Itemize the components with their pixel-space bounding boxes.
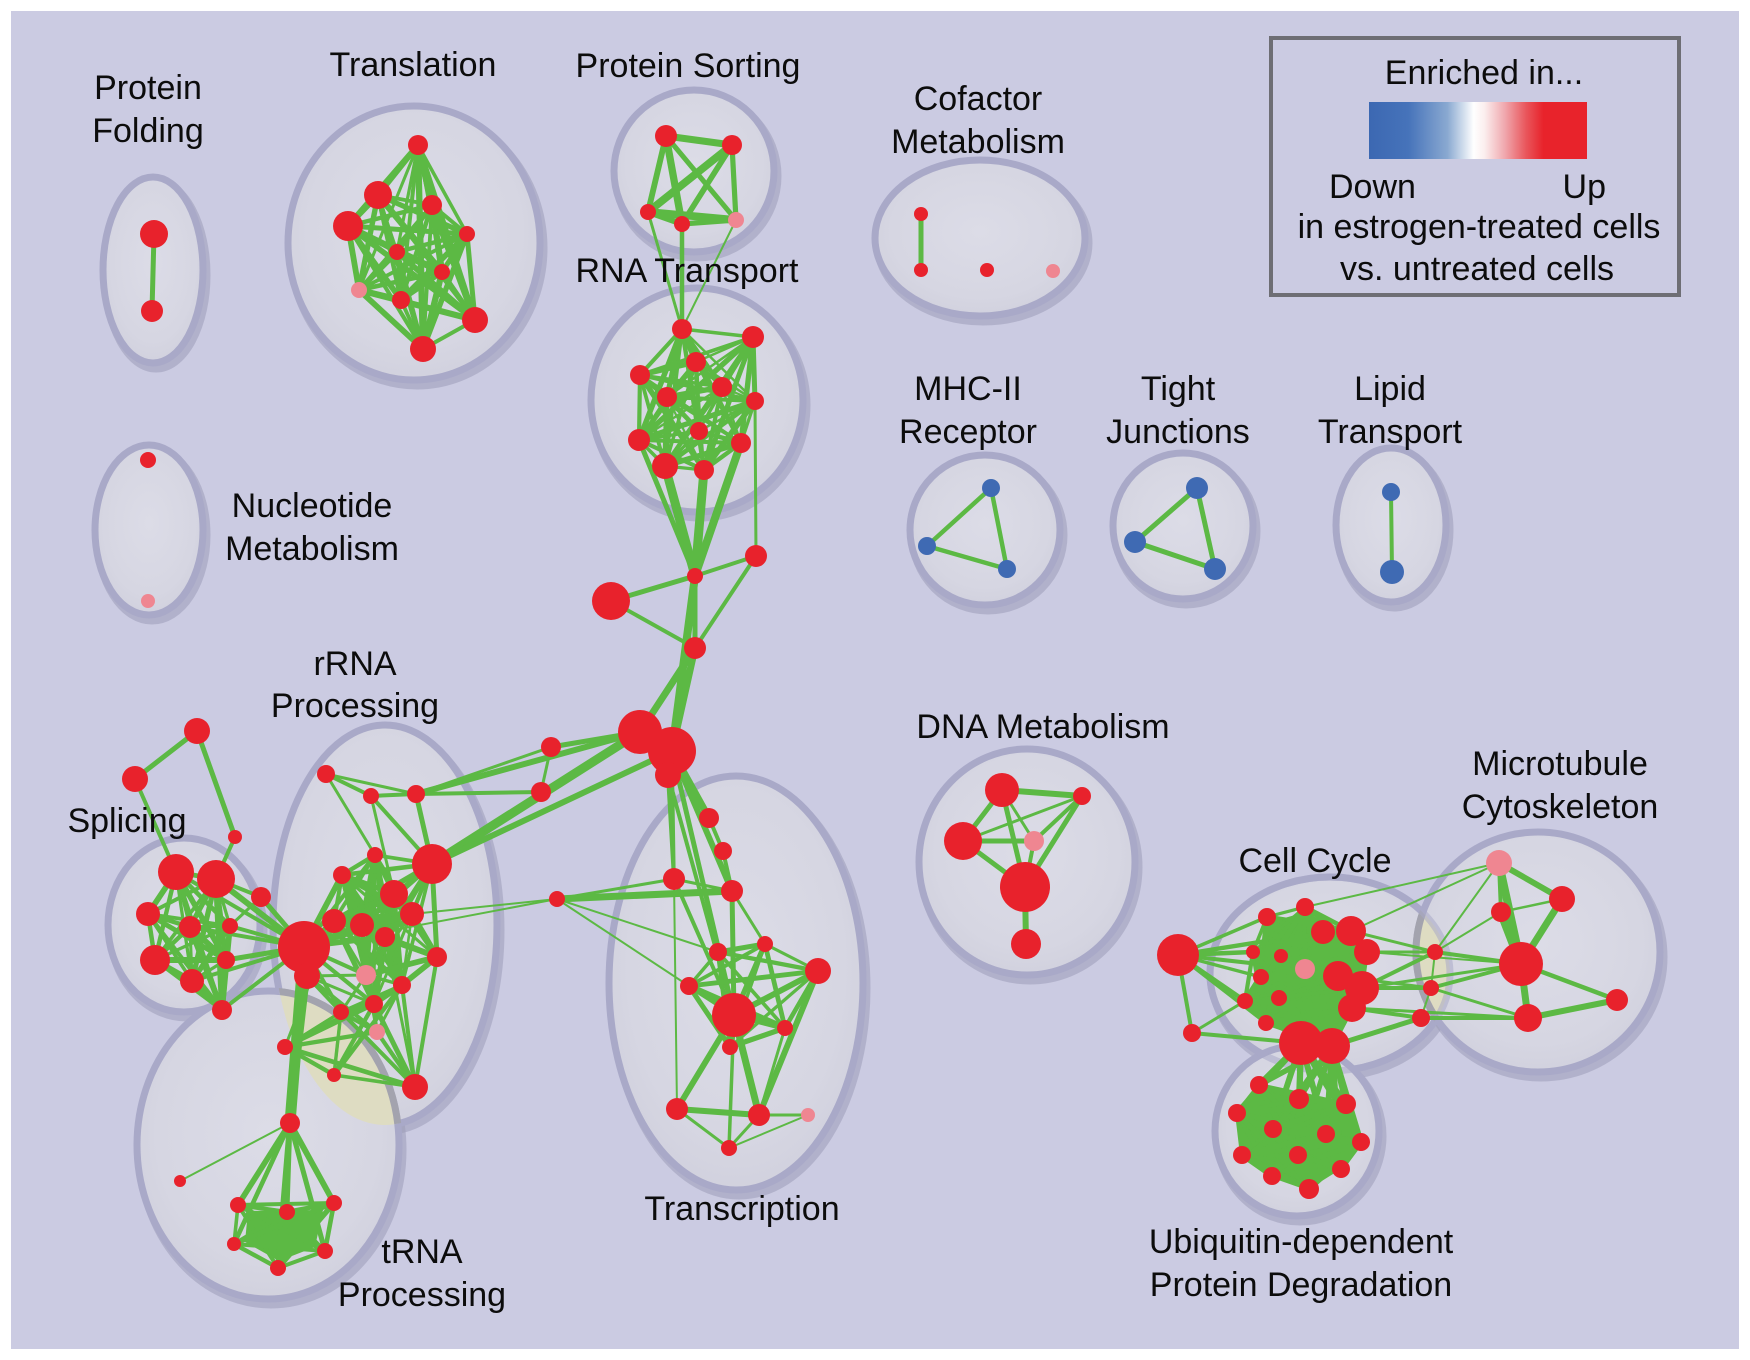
svg-text:Cell Cycle: Cell Cycle bbox=[1238, 842, 1391, 880]
svg-text:Transcription: Transcription bbox=[644, 1190, 839, 1228]
svg-text:Nucleotide: Nucleotide bbox=[232, 487, 393, 525]
svg-text:Down: Down bbox=[1329, 168, 1416, 206]
svg-text:tRNA: tRNA bbox=[381, 1233, 463, 1271]
svg-text:Translation: Translation bbox=[330, 46, 497, 84]
svg-text:Lipid: Lipid bbox=[1354, 370, 1426, 408]
svg-text:Microtubule: Microtubule bbox=[1472, 745, 1648, 783]
svg-text:Protein Sorting: Protein Sorting bbox=[576, 47, 801, 85]
svg-text:Protein: Protein bbox=[94, 69, 202, 107]
svg-text:Enriched in...: Enriched in... bbox=[1385, 54, 1583, 92]
svg-text:RNA Transport: RNA Transport bbox=[576, 252, 800, 290]
svg-text:Metabolism: Metabolism bbox=[225, 530, 399, 568]
svg-text:Protein Degradation: Protein Degradation bbox=[1150, 1266, 1452, 1304]
svg-text:Cofactor: Cofactor bbox=[914, 80, 1043, 118]
svg-text:Splicing: Splicing bbox=[67, 802, 186, 840]
svg-text:Metabolism: Metabolism bbox=[891, 123, 1065, 161]
svg-text:Tight: Tight bbox=[1141, 370, 1216, 408]
svg-text:MHC-II: MHC-II bbox=[914, 370, 1022, 408]
svg-text:Transport: Transport bbox=[1318, 413, 1463, 451]
svg-text:Processing: Processing bbox=[338, 1276, 506, 1314]
svg-text:Up: Up bbox=[1563, 168, 1606, 206]
svg-text:Processing: Processing bbox=[271, 687, 439, 725]
svg-text:Cytoskeleton: Cytoskeleton bbox=[1462, 788, 1659, 826]
svg-text:rRNA: rRNA bbox=[313, 645, 396, 683]
svg-text:Receptor: Receptor bbox=[899, 413, 1037, 451]
svg-text:Folding: Folding bbox=[92, 112, 204, 150]
svg-text:Ubiquitin-dependent: Ubiquitin-dependent bbox=[1149, 1223, 1454, 1261]
svg-text:vs. untreated cells: vs. untreated cells bbox=[1340, 250, 1614, 288]
svg-text:in estrogen-treated cells: in estrogen-treated cells bbox=[1298, 208, 1661, 246]
svg-text:DNA Metabolism: DNA Metabolism bbox=[916, 708, 1169, 746]
svg-text:Junctions: Junctions bbox=[1106, 413, 1250, 451]
